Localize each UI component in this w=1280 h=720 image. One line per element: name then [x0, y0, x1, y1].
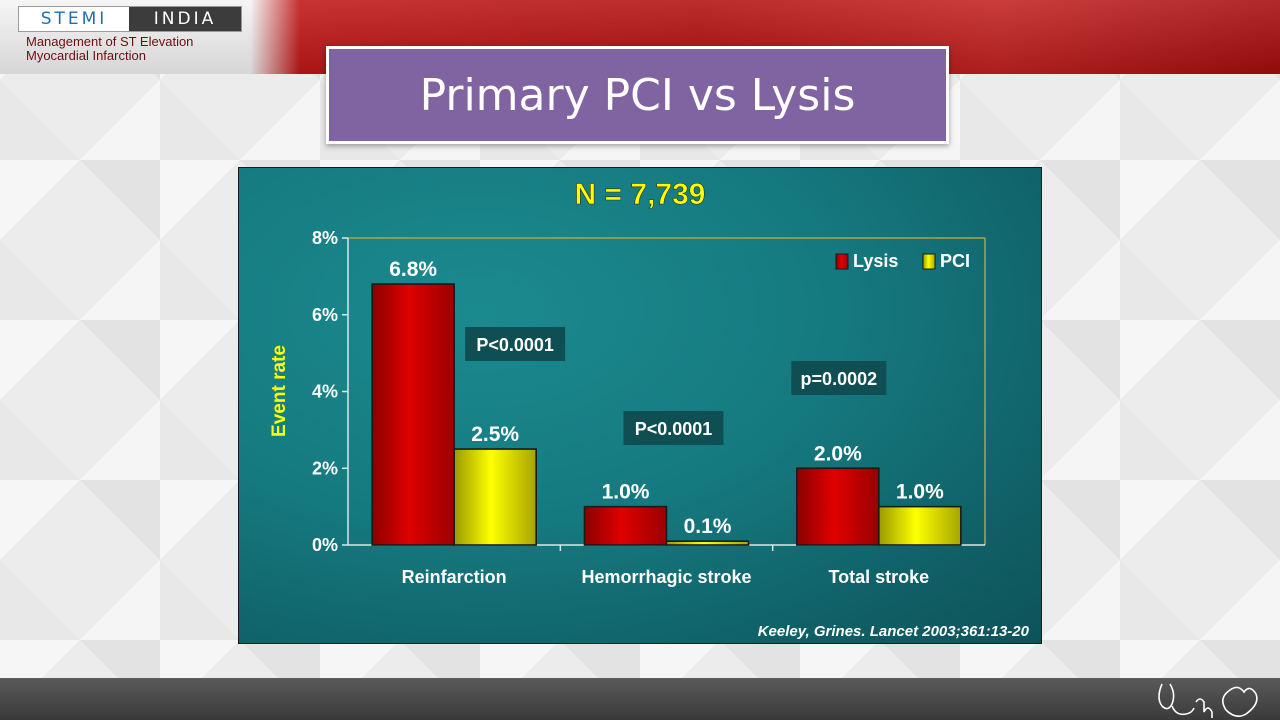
p-value-text: P<0.0001	[635, 419, 713, 439]
data-label: 1.0%	[896, 481, 944, 504]
p-value-text: p=0.0002	[801, 369, 878, 389]
stemi-india-logo: STEMI INDIA	[18, 6, 242, 32]
bar-pci-2	[665, 540, 750, 546]
p-value-box	[791, 361, 887, 395]
y-tick-label: 6%	[312, 305, 338, 325]
legend-swatch-pci	[922, 253, 936, 270]
p-value-box	[465, 327, 566, 361]
bar-pci-3	[878, 505, 962, 546]
y-tick-label: 4%	[312, 382, 338, 402]
data-label: 0.1%	[684, 515, 732, 538]
tagline-line-2: Myocardial Infarction	[26, 48, 146, 63]
source-citation: Keeley, Grines. Lancet 2003;361:13-20	[758, 623, 1030, 640]
y-axis-label: Event rate	[269, 345, 290, 437]
data-label: 6.8%	[389, 258, 437, 281]
bar-lysis-2	[583, 505, 668, 546]
signature-logo-icon	[1158, 683, 1258, 718]
tagline: Management of ST Elevation Myocardial In…	[26, 35, 256, 63]
slide-title: Primary PCI vs Lysis	[419, 69, 856, 121]
data-label: 2.5%	[471, 423, 519, 446]
x-tick-label: Total stroke	[828, 567, 929, 587]
footer-bar	[0, 678, 1280, 720]
tagline-line-1: Management of ST Elevation	[26, 34, 194, 49]
p-value-box	[623, 411, 724, 445]
slide-title-box: Primary PCI vs Lysis	[326, 46, 949, 144]
y-tick-label: 0%	[312, 535, 338, 555]
logo-stemi: STEMI	[19, 7, 129, 31]
data-label: 2.0%	[814, 442, 862, 465]
bar-chart: N = 7,739 0% 2% 4% 6% 8% Event rate 6.8% 2.5% Rei…	[269, 178, 1030, 640]
x-tick-label: Hemorrhagic stroke	[581, 567, 751, 587]
p-value-text: P<0.0001	[476, 335, 554, 355]
data-label: 1.0%	[602, 481, 650, 504]
logo-india: INDIA	[129, 7, 241, 31]
chart-panel: N = 7,739 0% 2% 4% 6% 8% Event rate 6.8% 2.5% Rei…	[238, 167, 1042, 644]
bar-lysis-3	[796, 467, 880, 546]
x-tick-label: Reinfarction	[402, 567, 507, 587]
legend-swatch-lysis	[835, 253, 849, 270]
legend-label-pci: PCI	[940, 251, 970, 271]
y-tick-label: 8%	[312, 228, 338, 248]
bar-pci-1	[453, 448, 537, 546]
legend-label-lysis: Lysis	[853, 251, 898, 271]
chart-title: N = 7,739	[575, 178, 706, 211]
bar-lysis-1	[371, 283, 455, 546]
y-tick-label: 2%	[312, 458, 338, 478]
